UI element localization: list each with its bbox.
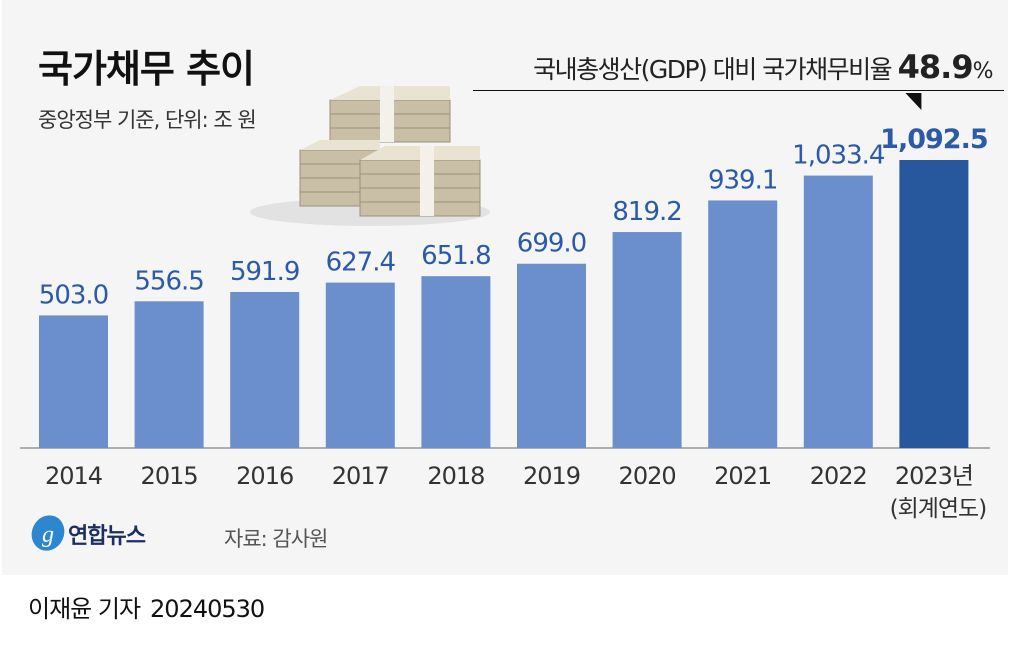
bar-2017 [325, 282, 395, 448]
data-label: 627.4 [326, 248, 396, 278]
byline: 이재윤 기자 20240530 [28, 589, 265, 624]
chart-subtitle: 중앙정부 기준, 단위: 조 원 [38, 108, 257, 132]
bar-2019 [517, 263, 586, 448]
annotation-divider [473, 90, 1004, 91]
author: 이재윤 기자 [28, 595, 141, 623]
data-label: 1,092.5 [880, 124, 987, 155]
bar-2020 [612, 232, 682, 448]
data-label: 651.8 [421, 241, 490, 271]
svg-text:연합뉴스: 연합뉴스 [68, 523, 146, 549]
gdp-ratio-value: 48.9 [897, 48, 974, 86]
x-tick-label: 2018 [427, 462, 484, 490]
bar-2015 [134, 301, 204, 448]
gdp-ratio-unit: % [972, 59, 994, 84]
money-stack-illustration [250, 86, 490, 226]
data-label: 503.0 [39, 280, 108, 310]
date: 20240530 [150, 595, 265, 623]
bar-2022 [803, 175, 873, 448]
x-tick-label: 2014 [45, 462, 102, 490]
data-label: 591.9 [230, 257, 299, 287]
x-tick-label: 2021 [714, 462, 771, 490]
yonhap-logo: g 연합뉴스 [28, 513, 178, 557]
x-tick-label: 2019 [523, 462, 580, 490]
data-label: 1,033.4 [792, 141, 885, 171]
bar-chart: 503.0 2014 556.5 2015 591.9 2016 627.4 2017 651.… [20, 86, 990, 522]
bar-2016 [230, 291, 300, 448]
gdp-ratio-label: 국내총생산(GDP) 대비 국가채무비율 [533, 55, 893, 84]
data-label: 699.0 [517, 229, 586, 259]
data-label: 819.2 [612, 197, 681, 227]
source-note: 자료: 감사원 [224, 527, 328, 551]
svg-text:g: g [42, 522, 54, 548]
x-tick-label: 2020 [619, 462, 676, 490]
x-tick-label: 2022 [810, 462, 867, 490]
chart-title: 국가채무 추이 [38, 47, 255, 91]
pointer-triangle-icon [905, 93, 922, 110]
bar-2018 [421, 276, 491, 448]
x-tick-label: 2017 [332, 462, 389, 490]
bar-2014 [39, 315, 108, 448]
bar-2023년 [899, 160, 969, 448]
data-label: 939.1 [708, 165, 777, 195]
gdp-ratio-annotation: 국내총생산(GDP) 대비 국가채무비율 48.9% [474, 48, 994, 86]
x-tick-note: (회계연도) [890, 496, 987, 522]
x-tick-label: 2023년 [895, 462, 973, 490]
data-label: 556.5 [134, 266, 203, 296]
x-tick-label: 2015 [141, 462, 198, 490]
x-tick-label: 2016 [236, 462, 293, 490]
bar-2021 [708, 200, 778, 448]
